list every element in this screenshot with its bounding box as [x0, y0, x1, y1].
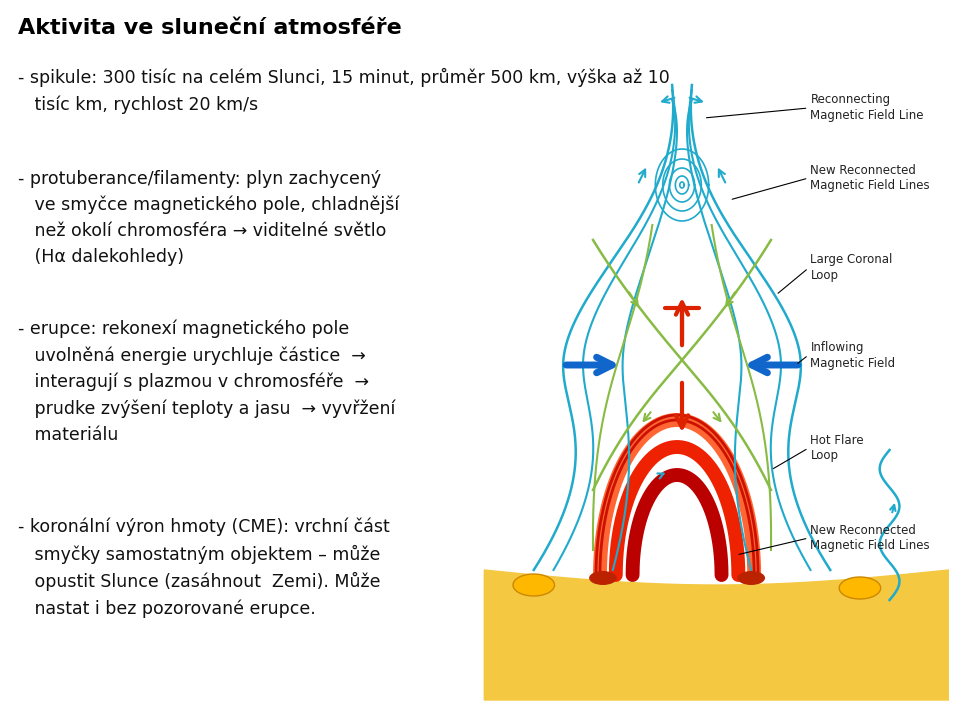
Text: Large Coronal
Loop: Large Coronal Loop — [810, 254, 893, 283]
Ellipse shape — [589, 571, 616, 585]
Text: - koronální výron hmoty (CME): vrchní část
   smyčky samostatným objektem – může: - koronální výron hmoty (CME): vrchní čá… — [18, 518, 390, 618]
Text: Reconnecting
Magnetic Field Line: Reconnecting Magnetic Field Line — [810, 93, 924, 122]
Text: New Reconnected
Magnetic Field Lines: New Reconnected Magnetic Field Lines — [810, 523, 930, 552]
Ellipse shape — [513, 574, 555, 596]
Text: Inflowing
Magnetic Field: Inflowing Magnetic Field — [810, 341, 896, 370]
Text: - protuberance/filamenty: plyn zachycený
   ve smyčce magnetického pole, chladně: - protuberance/filamenty: plyn zachycený… — [18, 170, 399, 266]
Ellipse shape — [737, 571, 765, 585]
Text: New Reconnected
Magnetic Field Lines: New Reconnected Magnetic Field Lines — [810, 163, 930, 193]
Text: - spikule: 300 tisíc na celém Slunci, 15 minut, průměr 500 km, výška až 10
   ti: - spikule: 300 tisíc na celém Slunci, 15… — [18, 68, 669, 114]
Ellipse shape — [839, 577, 880, 599]
Polygon shape — [485, 570, 948, 700]
Text: - erupce: rekonexí magnetického pole
   uvolněná energie urychluje částice  →
  : - erupce: rekonexí magnetického pole uvo… — [18, 320, 396, 444]
Text: Aktivita ve sluneční atmosféře: Aktivita ve sluneční atmosféře — [18, 18, 401, 38]
Text: Hot Flare
Loop: Hot Flare Loop — [810, 434, 864, 462]
